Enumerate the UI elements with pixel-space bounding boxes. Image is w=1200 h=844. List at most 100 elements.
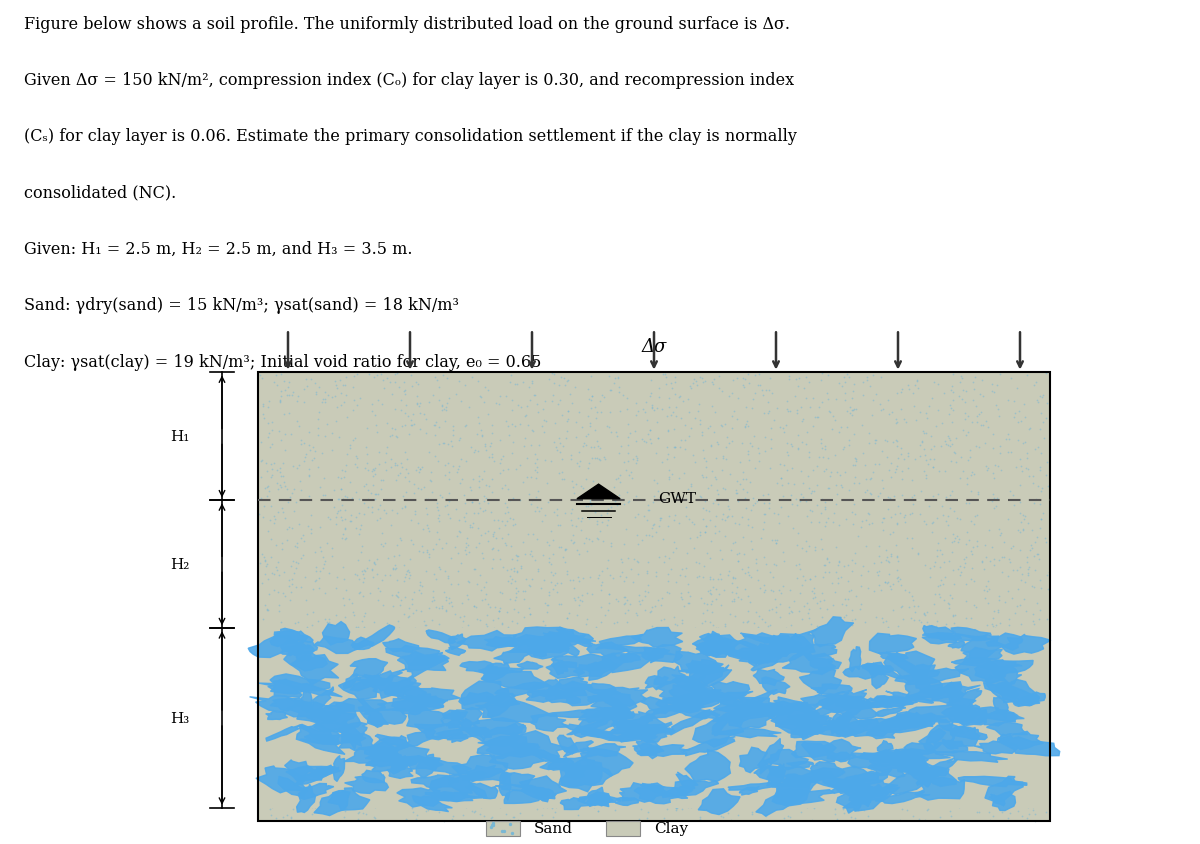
Point	[547, 576, 566, 590]
Polygon shape	[676, 772, 698, 789]
Point	[737, 473, 756, 486]
Point	[442, 693, 461, 706]
Point	[552, 672, 571, 685]
Point	[296, 798, 316, 812]
Point	[1015, 436, 1034, 449]
Point	[869, 697, 888, 711]
Point	[352, 622, 371, 636]
Point	[479, 701, 498, 714]
Point	[733, 641, 752, 654]
Point	[278, 697, 298, 711]
Point	[1000, 552, 1019, 565]
Point	[980, 813, 1000, 826]
Point	[1004, 410, 1024, 424]
Point	[713, 648, 732, 662]
Point	[548, 775, 568, 788]
Point	[992, 805, 1012, 819]
Point	[978, 657, 997, 671]
Point	[584, 733, 604, 747]
Point	[556, 727, 575, 740]
Point	[733, 483, 752, 496]
Point	[853, 446, 872, 460]
Point	[790, 558, 809, 571]
Polygon shape	[370, 736, 409, 760]
Point	[336, 583, 355, 597]
Point	[936, 793, 955, 806]
Point	[908, 678, 928, 691]
Point	[254, 705, 274, 718]
Point	[600, 384, 619, 398]
Point	[397, 666, 416, 679]
Point	[290, 474, 310, 488]
Point	[746, 553, 766, 566]
Point	[268, 564, 287, 577]
Point	[1031, 522, 1050, 535]
Point	[470, 501, 490, 515]
Point	[845, 377, 864, 391]
Point	[544, 667, 563, 680]
Point	[641, 634, 660, 647]
Point	[504, 810, 523, 824]
Point	[449, 635, 468, 648]
Point	[1010, 598, 1030, 612]
Point	[847, 623, 866, 636]
Point	[674, 725, 694, 738]
Point	[672, 752, 691, 766]
Point	[492, 782, 511, 796]
Point	[280, 641, 299, 655]
Point	[830, 766, 850, 780]
Polygon shape	[388, 766, 413, 778]
Point	[881, 528, 900, 541]
Point	[548, 661, 568, 674]
Point	[1025, 581, 1044, 594]
Point	[372, 755, 391, 769]
Point	[799, 798, 818, 811]
Point	[281, 664, 300, 678]
Point	[678, 800, 697, 814]
Point	[880, 636, 899, 649]
Point	[998, 697, 1018, 711]
Point	[482, 738, 502, 752]
Point	[967, 725, 986, 738]
Point	[952, 787, 971, 801]
Point	[436, 565, 455, 578]
Point	[892, 441, 911, 455]
Point	[902, 532, 922, 545]
Point	[335, 810, 354, 824]
Point	[904, 809, 923, 823]
Point	[1009, 405, 1028, 419]
Point	[533, 808, 552, 821]
Point	[626, 450, 646, 463]
Point	[577, 785, 596, 798]
Polygon shape	[767, 764, 786, 787]
Point	[970, 749, 989, 763]
Point	[475, 789, 494, 803]
Point	[300, 626, 319, 640]
Point	[292, 531, 311, 544]
Point	[779, 476, 798, 490]
Point	[990, 368, 1009, 381]
Point	[798, 646, 817, 659]
Point	[694, 444, 713, 457]
Point	[364, 479, 383, 492]
Point	[324, 652, 343, 665]
Point	[452, 761, 472, 775]
Point	[926, 668, 946, 681]
Point	[613, 797, 632, 810]
Point	[490, 522, 509, 535]
Point	[532, 625, 551, 638]
Point	[772, 472, 791, 485]
Point	[476, 444, 496, 457]
Point	[1031, 497, 1050, 511]
Point	[772, 587, 791, 600]
Point	[862, 800, 881, 814]
Point	[768, 645, 787, 658]
Point	[940, 408, 959, 421]
Polygon shape	[914, 777, 965, 800]
Polygon shape	[520, 776, 566, 800]
Point	[378, 673, 397, 686]
Point	[841, 711, 860, 725]
Point	[664, 631, 683, 645]
Point	[330, 764, 349, 777]
Polygon shape	[958, 707, 1009, 714]
